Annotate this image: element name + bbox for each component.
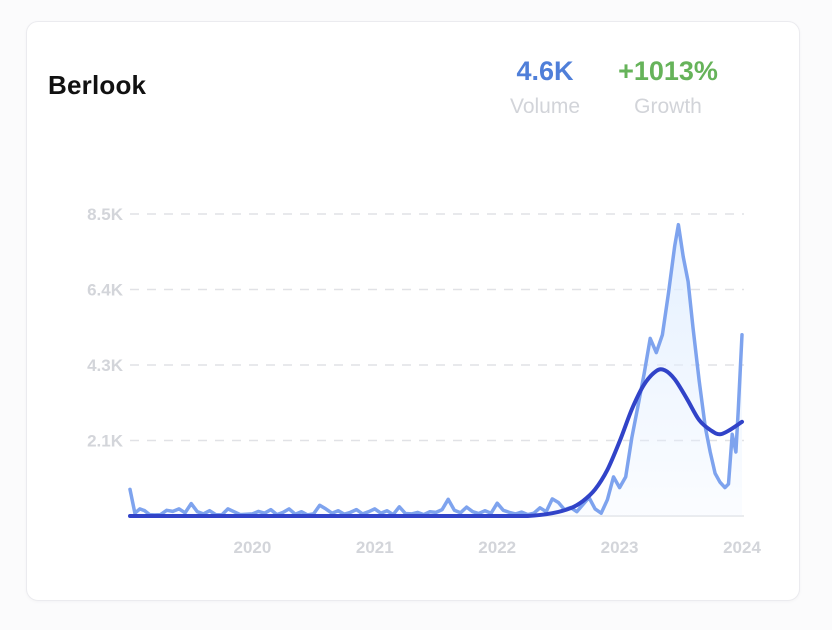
raw-series-area <box>130 224 742 516</box>
volume-value: 4.6K <box>516 56 574 86</box>
x-tick-label: 2021 <box>356 538 394 557</box>
volume-label: Volume <box>509 95 581 118</box>
x-tick-label: 2022 <box>478 538 516 557</box>
y-tick-label: 2.1K <box>87 432 124 451</box>
growth-value: +1013% <box>618 56 718 86</box>
growth-label: Growth <box>634 95 702 118</box>
x-tick-label: 2024 <box>723 538 761 557</box>
volume-metric: 4.6K Volume <box>500 55 590 121</box>
y-tick-label: 6.4K <box>87 281 124 300</box>
trend-series-line <box>128 367 744 519</box>
raw-series-line <box>128 222 744 517</box>
chart-title: Berlook <box>48 70 147 100</box>
y-tick-label: 4.3K <box>87 356 124 375</box>
x-tick-label: 2020 <box>233 538 271 557</box>
y-tick-label: 8.5K <box>87 205 124 224</box>
x-tick-label: 2023 <box>601 538 639 557</box>
growth-metric: +1013% Growth <box>612 55 724 121</box>
